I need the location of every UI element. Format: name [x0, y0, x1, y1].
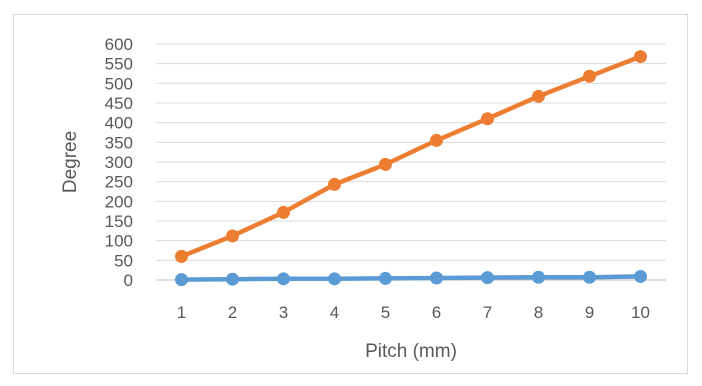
series-1-point-1: [175, 273, 188, 287]
y-tick-label-600: 600: [105, 35, 133, 54]
x-tick-label-7: 7: [483, 303, 492, 322]
series-2-point-9: [583, 69, 596, 83]
y-tick-label-400: 400: [105, 114, 133, 133]
series-2-point-6: [430, 133, 443, 147]
y-tick-label-550: 550: [105, 55, 133, 74]
y-tick-label-200: 200: [105, 192, 133, 211]
series-1-point-9: [583, 270, 596, 284]
y-tick-label-300: 300: [105, 153, 133, 172]
y-tick-label-150: 150: [105, 212, 133, 231]
series-2-point-2: [226, 229, 239, 243]
series-2-point-8: [532, 89, 545, 103]
series-2: [175, 50, 647, 263]
x-axis-title: Pitch (mm): [365, 341, 457, 362]
series-layer: [175, 50, 647, 287]
x-tick-label-5: 5: [381, 303, 390, 322]
x-tick-label-9: 9: [585, 303, 594, 322]
series-2-point-1: [175, 249, 188, 263]
chart-frame: [13, 14, 688, 374]
series-1-point-5: [379, 271, 392, 285]
x-tick-label-3: 3: [279, 303, 288, 322]
y-tick-label-50: 50: [114, 251, 133, 270]
series-2-line: [179, 54, 643, 259]
y-tick-label-100: 100: [105, 232, 133, 251]
series-1-line: [179, 274, 643, 282]
x-tick-label-1: 1: [177, 303, 186, 322]
series-2-point-4: [328, 177, 341, 191]
series-2-point-5: [379, 157, 392, 171]
x-tick-labels: 1 2 3 4 5 6 7 8 9 10: [177, 303, 650, 322]
series-1: [175, 269, 647, 287]
series-2-point-10: [634, 50, 647, 64]
series-2-point-3: [277, 205, 290, 219]
y-tick-label-0: 0: [124, 271, 133, 290]
y-tick-label-450: 450: [105, 94, 133, 113]
x-tick-label-8: 8: [534, 303, 543, 322]
x-tick-label-6: 6: [432, 303, 441, 322]
x-tick-label-10: 10: [631, 303, 650, 322]
series-1-point-8: [532, 270, 545, 284]
series-1-point-7: [481, 271, 494, 285]
x-tick-label-2: 2: [228, 303, 237, 322]
series-2-point-7: [481, 112, 494, 126]
y-axis-title: Degree: [60, 131, 81, 193]
series-1-point-10: [634, 269, 647, 283]
x-tick-label-4: 4: [330, 303, 339, 322]
y-tick-label-250: 250: [105, 173, 133, 192]
gridlines: [156, 43, 666, 281]
series-1-point-3: [277, 272, 290, 286]
y-tick-label-500: 500: [105, 74, 133, 93]
series-1-point-4: [328, 272, 341, 286]
series-1-point-6: [430, 271, 443, 285]
series-1-point-2: [226, 272, 239, 286]
y-tick-label-350: 350: [105, 133, 133, 152]
